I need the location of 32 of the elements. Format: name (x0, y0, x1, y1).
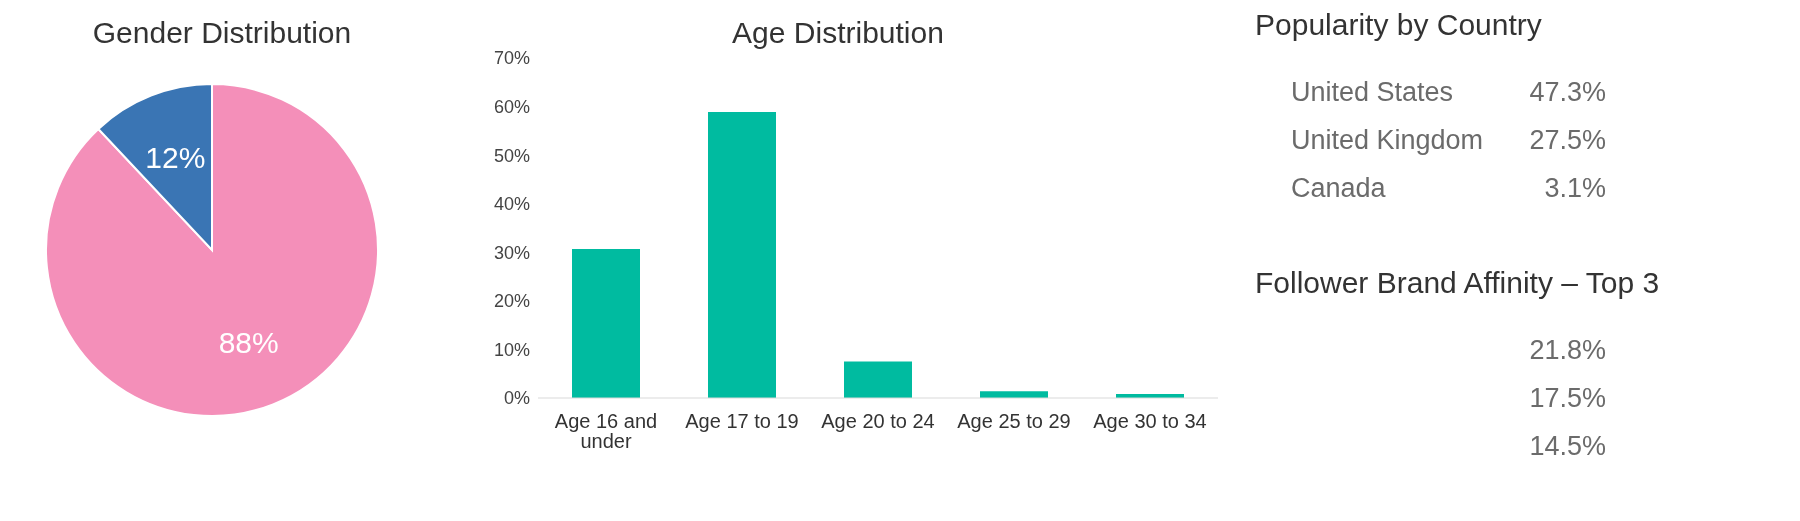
x-tick-label: Age 16 and under (554, 410, 658, 453)
category-label: United States (1291, 76, 1455, 108)
data-label: 14.5% (1528, 430, 1606, 462)
text: Follower Brand Affinity – Top 3 (1255, 266, 1661, 300)
bar (572, 248, 640, 398)
category-label: Canada (1291, 172, 1387, 204)
y-tick-label: 10% (493, 339, 530, 360)
y-tick-label: 60% (493, 96, 530, 117)
y-tick-label: 50% (493, 145, 530, 166)
data-label: 21.8% (1528, 334, 1606, 366)
chart-title: Gender Distribution (91, 16, 353, 50)
x-tick-label: Age 17 to 19 (685, 410, 799, 433)
text: Popularity by Country (1255, 8, 1543, 42)
x-tick-label: Age 20 to 24 (821, 410, 935, 433)
x-tick-label: Age 30 to 34 (1093, 410, 1207, 433)
y-tick-label: 0% (503, 388, 530, 409)
pie-slice (45, 83, 379, 417)
data-label: 88% (218, 326, 279, 360)
chart-title: Age Distribution (731, 16, 945, 50)
bar (844, 361, 912, 398)
y-tick-label: 20% (493, 291, 530, 312)
y-tick-label: 40% (493, 194, 530, 215)
y-tick-label: 70% (493, 48, 530, 69)
data-label: 27.5% (1528, 124, 1606, 156)
data-label: 3.1% (1543, 172, 1606, 204)
x-tick-label: Age 25 to 29 (957, 410, 1071, 433)
bar (708, 111, 776, 398)
data-label: 12% (145, 140, 206, 174)
y-tick-label: 30% (493, 242, 530, 263)
data-label: 17.5% (1528, 382, 1606, 414)
data-label: 47.3% (1528, 76, 1606, 108)
category-label: United Kingdom (1291, 124, 1485, 156)
